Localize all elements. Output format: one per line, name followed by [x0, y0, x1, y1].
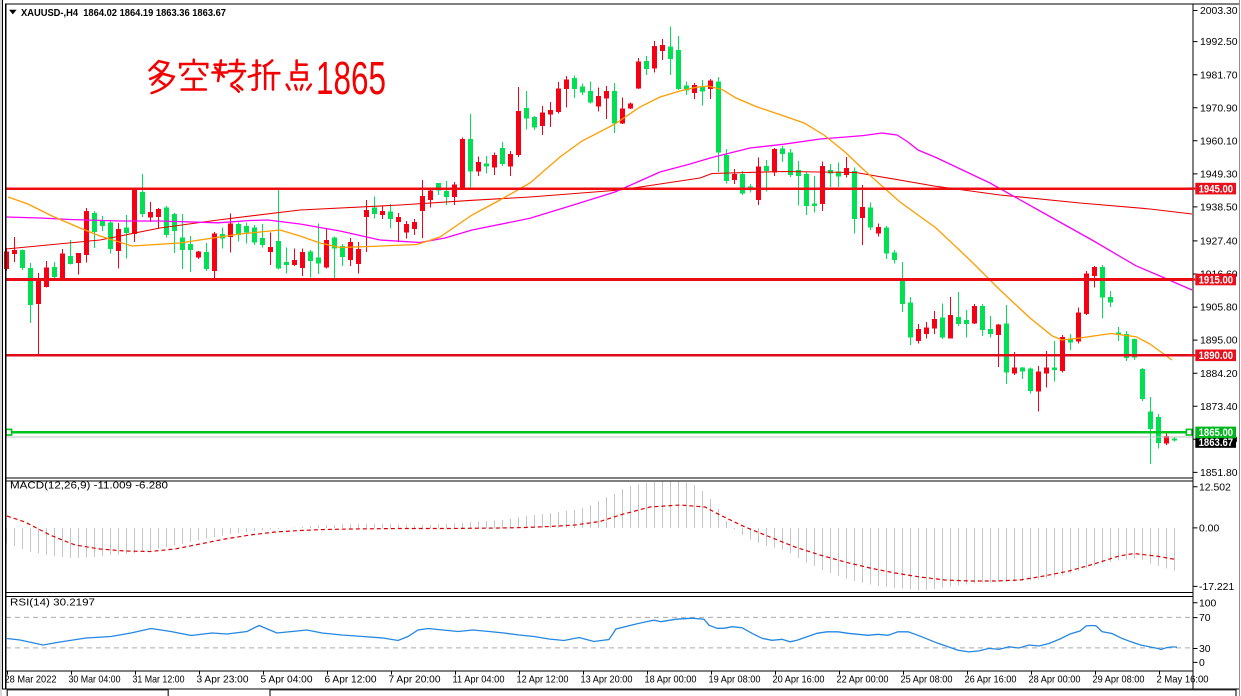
svg-text:-17.221: -17.221 [1199, 582, 1234, 593]
svg-text:0: 0 [1199, 658, 1205, 669]
svg-text:11 Apr 04:00: 11 Apr 04:00 [453, 675, 505, 686]
svg-text:7 Apr 20:00: 7 Apr 20:00 [389, 675, 441, 686]
svg-text:1865.00: 1865.00 [1199, 427, 1234, 439]
svg-text:2 May 16:00: 2 May 16:00 [1157, 675, 1209, 686]
svg-text:3 Apr 23:00: 3 Apr 23:00 [197, 675, 249, 686]
svg-text:6 Apr 12:00: 6 Apr 12:00 [325, 675, 377, 686]
svg-text:1981.70: 1981.70 [1200, 70, 1238, 81]
svg-text:1970.90: 1970.90 [1200, 103, 1238, 114]
svg-text:XAUUSD-,H4 1864.02 1864.19 18: XAUUSD-,H4 1864.02 1864.19 1863.36 1863.… [21, 7, 226, 19]
svg-text:0.00: 0.00 [1199, 524, 1219, 535]
svg-text:28 Mar 2022: 28 Mar 2022 [5, 675, 57, 686]
svg-text:26 Apr 16:00: 26 Apr 16:00 [965, 675, 1017, 686]
svg-text:100: 100 [1199, 598, 1217, 609]
svg-text:22 Apr 00:00: 22 Apr 00:00 [837, 675, 889, 686]
svg-text:12.502: 12.502 [1199, 482, 1231, 493]
svg-text:1927.40: 1927.40 [1200, 237, 1238, 248]
svg-text:28 Apr 00:00: 28 Apr 00:00 [1029, 675, 1081, 686]
svg-text:5 Apr 04:00: 5 Apr 04:00 [261, 675, 313, 686]
svg-text:30 Mar 04:00: 30 Mar 04:00 [69, 675, 121, 686]
svg-text:1863.67: 1863.67 [1199, 437, 1234, 449]
svg-text:18 Apr 00:00: 18 Apr 00:00 [645, 675, 697, 686]
svg-text:1949.30: 1949.30 [1200, 170, 1238, 181]
svg-text:30: 30 [1199, 644, 1211, 655]
svg-text:12 Apr 12:00: 12 Apr 12:00 [517, 675, 569, 686]
svg-text:1895.00: 1895.00 [1200, 336, 1238, 347]
svg-text:13 Apr 20:00: 13 Apr 20:00 [581, 675, 633, 686]
svg-text:1938.50: 1938.50 [1200, 203, 1238, 214]
svg-text:29 Apr 08:00: 29 Apr 08:00 [1093, 675, 1145, 686]
svg-text:RSI(14) 30.2197: RSI(14) 30.2197 [10, 597, 95, 608]
svg-text:1915.00: 1915.00 [1199, 274, 1234, 286]
svg-text:1890.00: 1890.00 [1199, 350, 1234, 362]
svg-text:1873.40: 1873.40 [1200, 402, 1238, 413]
svg-text:MACD(12,26,9) -11.009 -6.280: MACD(12,26,9) -11.009 -6.280 [10, 481, 168, 492]
svg-text:70: 70 [1199, 613, 1211, 624]
svg-text:19 Apr 08:00: 19 Apr 08:00 [709, 675, 761, 686]
svg-text:1960.10: 1960.10 [1200, 136, 1238, 147]
svg-text:1905.80: 1905.80 [1200, 303, 1238, 314]
svg-text:31 Mar 12:00: 31 Mar 12:00 [133, 675, 185, 686]
svg-text:1884.20: 1884.20 [1200, 369, 1238, 380]
svg-text:1865: 1865 [316, 52, 386, 104]
svg-text:1945.00: 1945.00 [1199, 183, 1234, 195]
svg-text:1851.80: 1851.80 [1200, 468, 1238, 479]
svg-text:25 Apr 08:00: 25 Apr 08:00 [901, 675, 953, 686]
svg-text:20 Apr 16:00: 20 Apr 16:00 [773, 675, 825, 686]
svg-text:1992.50: 1992.50 [1200, 37, 1238, 48]
svg-text:2003.30: 2003.30 [1200, 6, 1238, 17]
